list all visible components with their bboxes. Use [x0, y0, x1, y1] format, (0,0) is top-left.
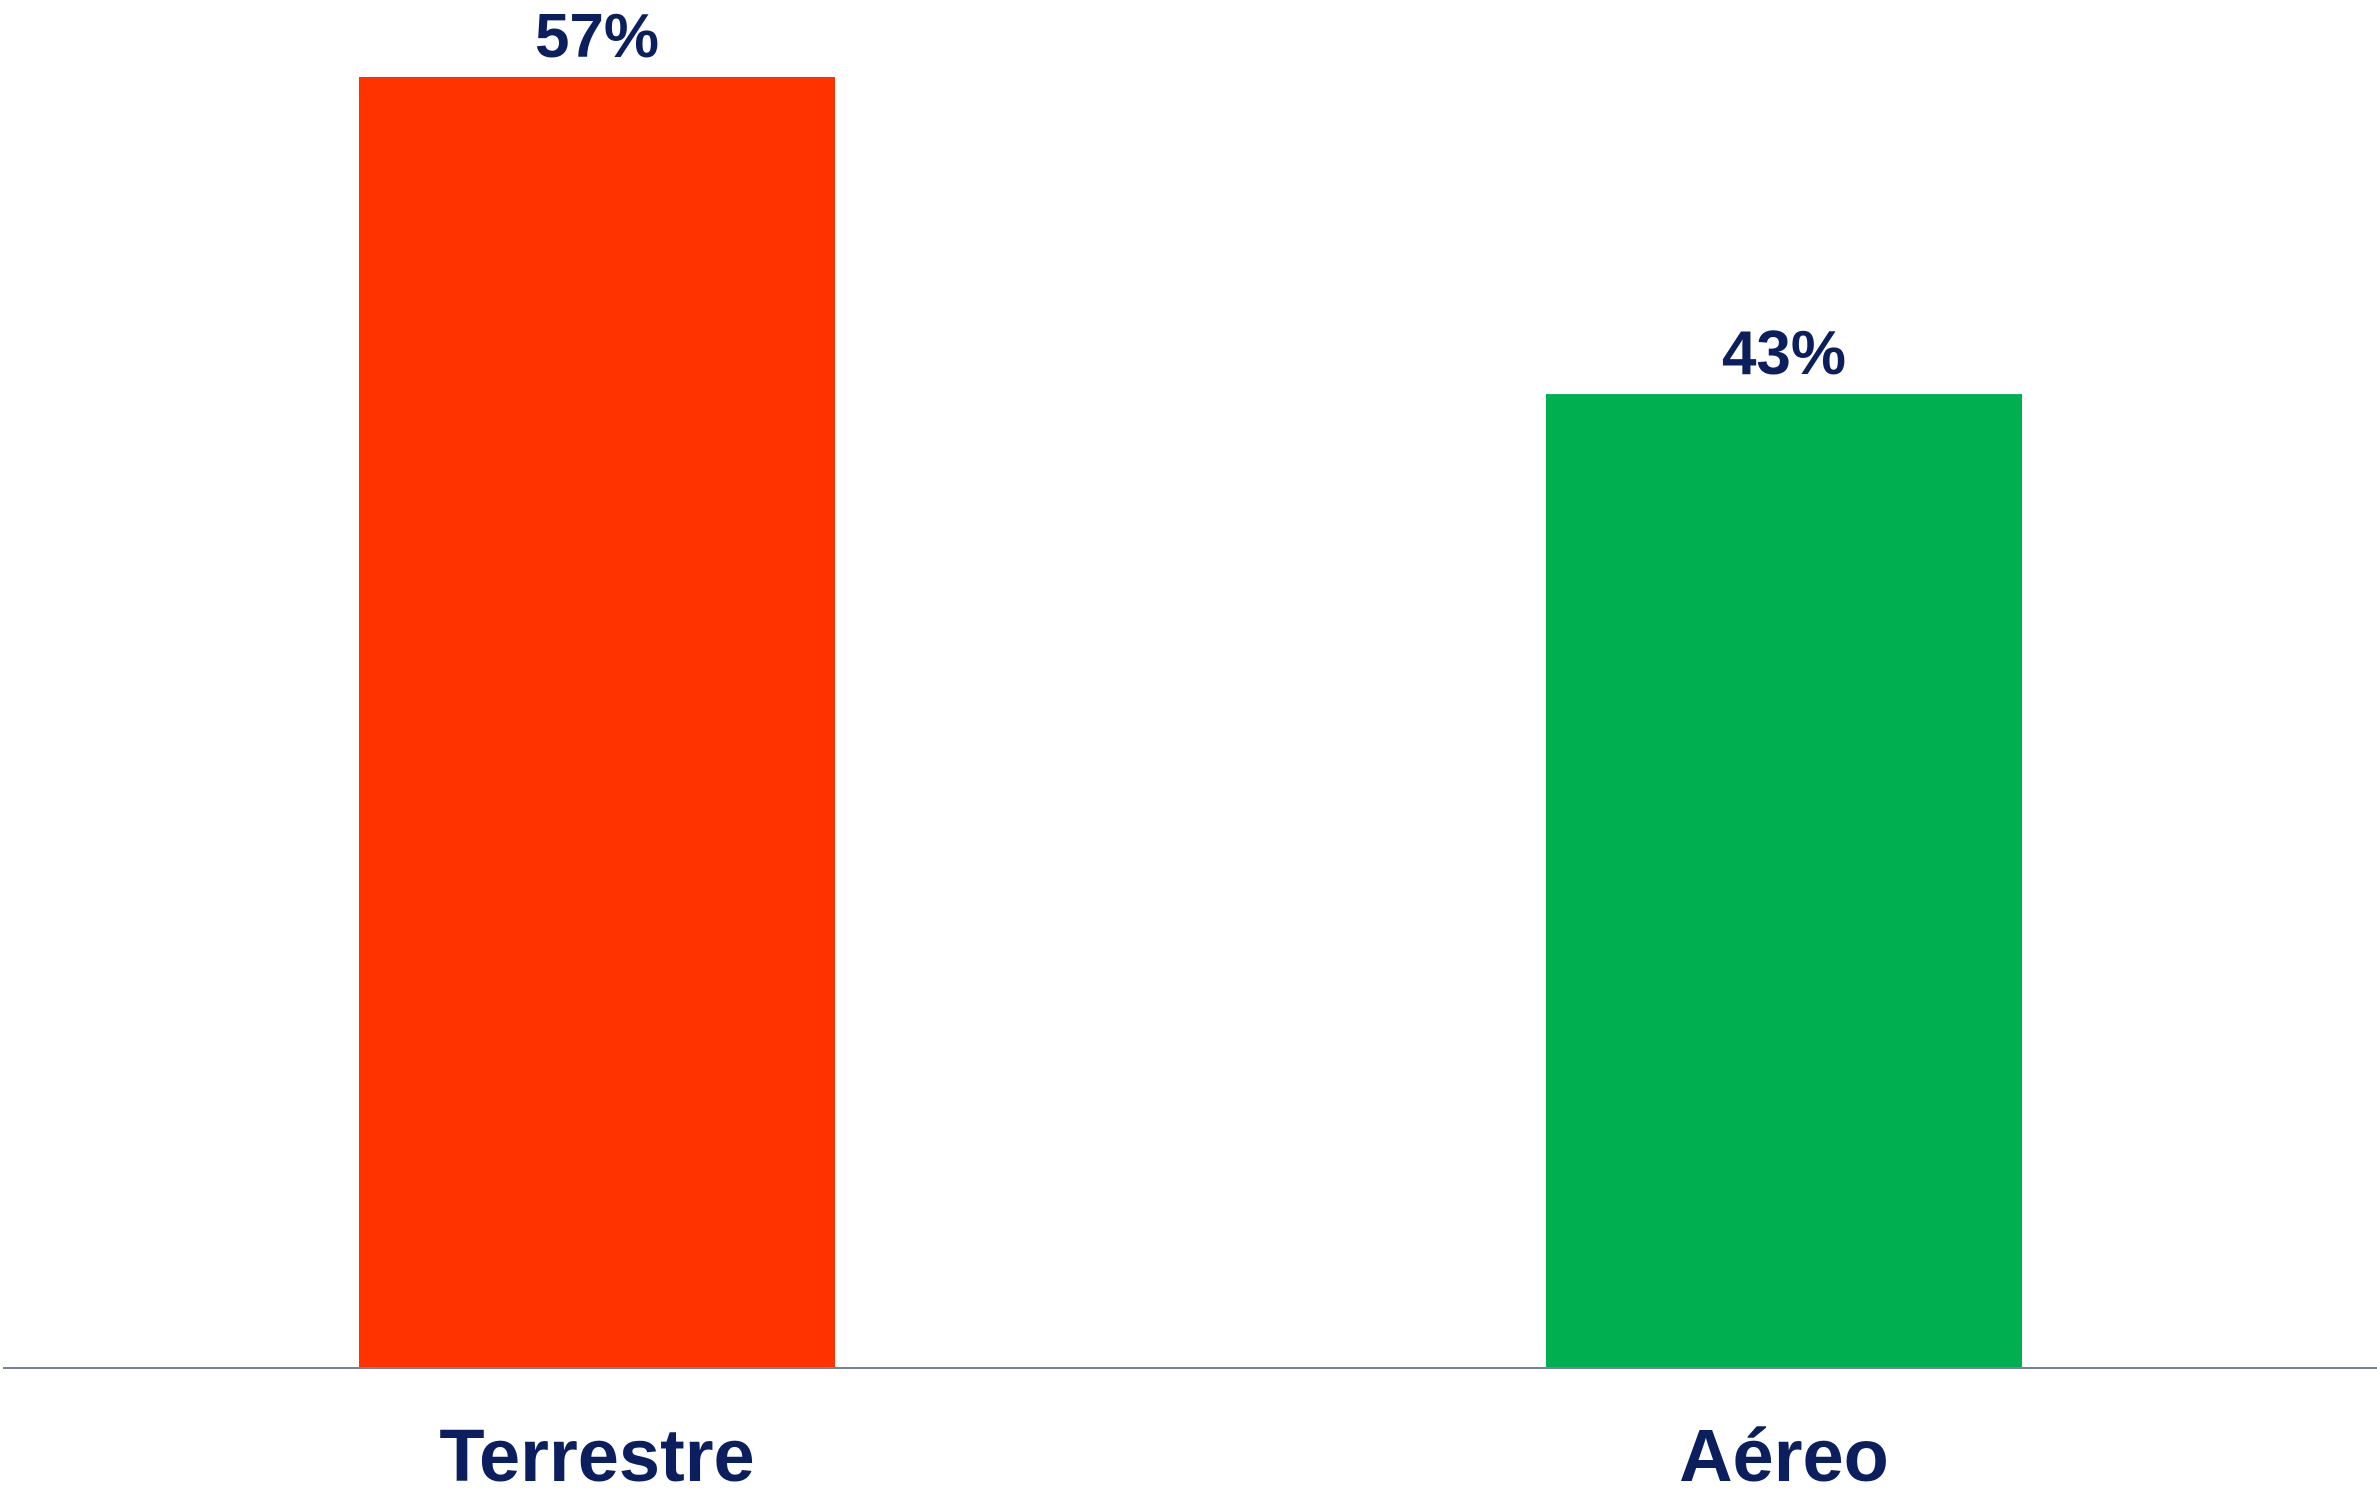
bar-1 [1546, 394, 2022, 1368]
data-label-0: 57% [535, 2, 659, 71]
value-labels-group: 57% 43% [535, 2, 1846, 388]
category-label-1: Aéreo [1679, 1414, 1889, 1490]
bar-0 [359, 77, 835, 1368]
category-label-0: Terrestre [439, 1414, 754, 1490]
category-labels-group: Terrestre Aéreo [439, 1414, 1889, 1490]
data-label-1: 43% [1722, 319, 1846, 388]
bars-group [359, 77, 2022, 1368]
